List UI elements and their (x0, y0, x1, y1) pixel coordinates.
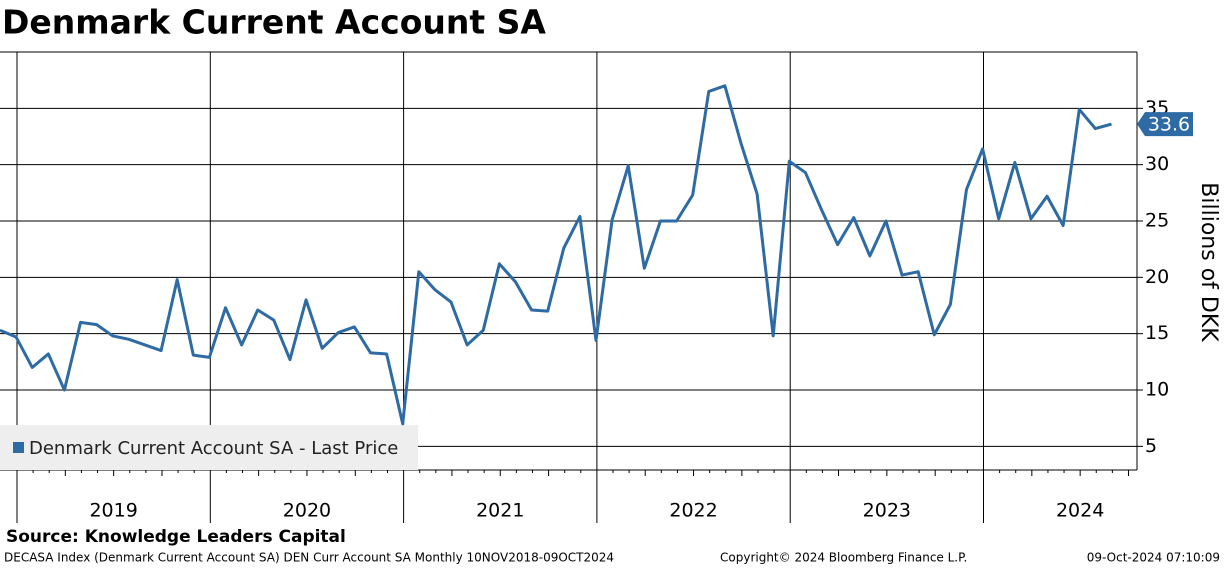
y-tick-label: 20 (1145, 266, 1169, 288)
footer-right: 09-Oct-2024 07:10:09 (1087, 551, 1220, 565)
y-tick-label: 30 (1145, 153, 1169, 175)
y-tick-label: 10 (1145, 379, 1169, 401)
chart-title: Denmark Current Account SA (2, 3, 546, 42)
x-tick-label: 2022 (669, 500, 717, 522)
footer-center: Copyright© 2024 Bloomberg Finance L.P. (720, 551, 967, 565)
series-line (0, 84, 1112, 426)
x-tick-label: 2020 (283, 500, 331, 522)
legend-label: Denmark Current Account SA - Last Price (29, 438, 398, 459)
x-tick-label: 2021 (476, 500, 524, 522)
x-tick-label: 2024 (1056, 500, 1104, 522)
footer-left: DECASA Index (Denmark Current Account SA… (4, 551, 614, 565)
y-tick-label: 15 (1145, 322, 1169, 344)
last-value-badge (1137, 112, 1193, 137)
legend-box (0, 425, 418, 470)
legend-swatch (13, 442, 24, 453)
y-tick-label: 25 (1145, 210, 1169, 232)
y-tick-label: 5 (1145, 435, 1157, 457)
last-value-label: 33.6 (1148, 114, 1190, 136)
x-tick-label: 2023 (863, 500, 911, 522)
source: Source: Knowledge Leaders Capital (6, 527, 346, 547)
y-axis-label: Billions of DKK (1196, 182, 1221, 342)
x-tick-label: 2019 (89, 500, 137, 522)
